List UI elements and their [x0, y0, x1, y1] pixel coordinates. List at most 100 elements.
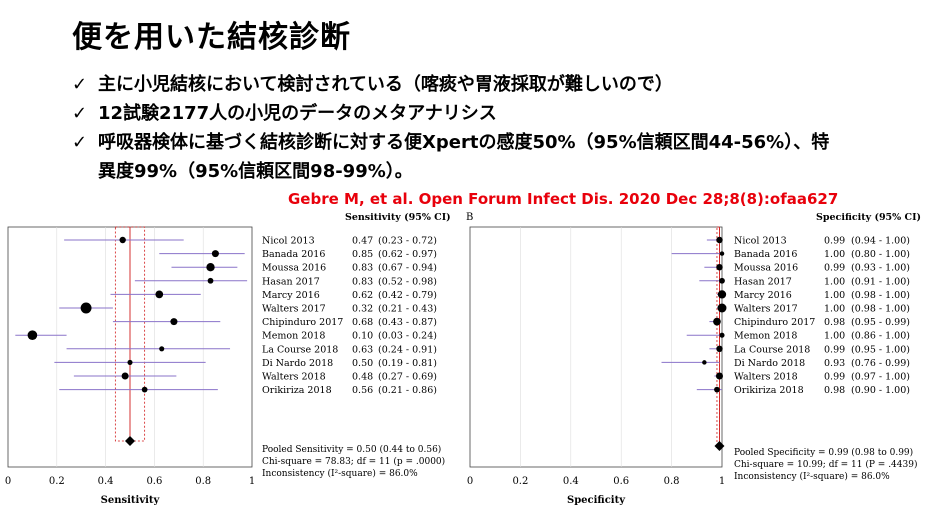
study-name: Memon 2018 [262, 331, 325, 342]
study-ci: (0.90 - 1.00) [851, 385, 910, 396]
study-estimate: 0.47 [352, 236, 373, 247]
bullet-item: ✓ 呼吸器検体に基づく結核診断に対する便Xpertの感度50%（95%信頼区間4… [72, 128, 832, 186]
bullet-text: 12試験2177人の小児のデータのメタアナリシス [98, 103, 497, 124]
study-estimate: 0.98 [824, 317, 845, 328]
study-point [159, 346, 165, 352]
study-name: La Course 2018 [734, 344, 810, 355]
study-point [713, 317, 721, 326]
study-ci: (0.23 - 0.72) [378, 236, 437, 247]
study-point [141, 386, 148, 393]
study-name: Di Nardo 2018 [734, 358, 805, 369]
study-name: Walters 2017 [734, 304, 798, 315]
sensitivity-forest-plot: 0 0.2 0.4 0.6 0.8 1 Sensitivity Sensitivity (95… [5, 212, 450, 506]
study-estimate: 0.62 [352, 290, 373, 301]
study-ci: (0.21 - 0.43) [378, 304, 437, 315]
study-estimate: 0.56 [352, 385, 373, 396]
study-point [719, 332, 725, 338]
study-estimate: 0.83 [352, 276, 373, 287]
bullet-text: 主に小児結核において検討されている（喀痰や胃液採取が難しいので） [98, 74, 673, 95]
study-name: Memon 2018 [734, 331, 797, 342]
x-tick-label: 1 [719, 476, 725, 487]
study-point [716, 236, 723, 244]
study-ci: (0.03 - 0.24) [378, 331, 437, 342]
study-name: Di Nardo 2018 [262, 358, 333, 369]
x-tick-label: 0 [5, 476, 11, 487]
study-name: Orikiriza 2018 [262, 385, 332, 396]
summary-line: Inconsistency (I²-square) = 86.0% [262, 468, 418, 479]
bullet-item: ✓ 12試験2177人の小児のデータのメタアナリシス [72, 99, 832, 128]
study-name: Banada 2016 [262, 249, 325, 260]
study-ci: (0.98 - 1.00) [851, 304, 910, 315]
x-tick-label: 0.2 [512, 476, 528, 487]
study-name: Walters 2017 [262, 304, 326, 315]
study-ci: (0.27 - 0.69) [378, 372, 437, 383]
study-ci: (0.86 - 1.00) [851, 331, 910, 342]
x-axis-label: Specificity [567, 495, 626, 506]
x-axis-label: Sensitivity [101, 495, 161, 506]
study-name: La Course 2018 [262, 344, 338, 355]
x-tick-label: 0 [467, 476, 473, 487]
study-estimate: 1.00 [824, 290, 845, 301]
study-point [716, 264, 723, 271]
x-tick-label: 1 [249, 476, 255, 487]
study-point [207, 277, 214, 284]
study-point [717, 303, 727, 313]
study-estimate: 1.00 [824, 276, 845, 287]
study-name: Nicol 2013 [734, 236, 787, 247]
summary-line: Pooled Specificity = 0.99 (0.98 to 0.99) [734, 447, 913, 458]
study-point [715, 372, 723, 380]
plot-frame [469, 226, 723, 468]
study-name: Nicol 2013 [262, 236, 315, 247]
study-name: Chipinduro 2017 [734, 317, 815, 328]
summary-line: Chi-square = 78.83; df = 11 (p = .0000) [262, 456, 445, 467]
summary-line: Inconsistency (I²-square) = 86.0% [734, 471, 890, 482]
study-name: Walters 2018 [734, 372, 798, 383]
specificity-forest-plot: 0 0.2 0.4 0.6 0.8 1 Specificity Specificity (95… [466, 212, 921, 506]
check-mark-icon: ✓ [72, 103, 88, 124]
check-mark-icon: ✓ [72, 132, 88, 153]
study-ci: (0.91 - 1.00) [851, 276, 910, 287]
x-tick-label: 0.8 [664, 476, 680, 487]
study-ci: (0.95 - 1.00) [851, 344, 910, 355]
study-estimate: 0.48 [352, 372, 373, 383]
study-estimate: 0.99 [824, 344, 845, 355]
study-name: Banada 2016 [734, 249, 797, 260]
study-point [716, 345, 723, 352]
study-estimate: 0.85 [352, 249, 373, 260]
study-estimate: 1.00 [824, 331, 845, 342]
study-ci: (0.93 - 1.00) [851, 263, 910, 274]
study-point [714, 386, 720, 393]
study-point [121, 372, 129, 380]
study-estimate: 0.93 [824, 358, 845, 369]
study-name: Hasan 2017 [734, 276, 792, 287]
study-estimate: 1.00 [824, 249, 845, 260]
study-ci: (0.19 - 0.81) [378, 358, 437, 369]
study-point [127, 359, 133, 365]
x-tick-label: 0.6 [613, 476, 629, 487]
check-mark-icon: ✓ [72, 74, 88, 95]
study-name: Walters 2018 [262, 372, 326, 383]
study-point [80, 302, 92, 314]
study-ci: (0.98 - 1.00) [851, 290, 910, 301]
study-ci: (0.52 - 0.98) [378, 276, 437, 287]
x-tick-label: 0.2 [49, 476, 65, 487]
bullet-text: 呼吸器検体に基づく結核診断に対する便Xpertの感度50%（95%信頼区間44-… [98, 132, 830, 182]
study-ci: (0.95 - 0.99) [851, 317, 910, 328]
study-point [211, 250, 219, 258]
summary-line: Chi-square = 10.99; df = 11 (P = .4439) [734, 459, 917, 470]
study-estimate: 0.32 [352, 304, 373, 315]
study-point [119, 236, 126, 244]
study-name: Marcy 2016 [734, 290, 792, 301]
study-name: Hasan 2017 [262, 276, 320, 287]
study-ci: (0.42 - 0.79) [378, 290, 437, 301]
panel-label: B [466, 212, 473, 223]
study-ci: (0.62 - 0.97) [378, 249, 437, 260]
study-estimate: 0.63 [352, 344, 373, 355]
column-header: Specificity (95% CI) [816, 212, 921, 223]
pooled-diamond [125, 436, 135, 446]
study-ci: (0.43 - 0.87) [378, 317, 437, 328]
pooled-diamond [714, 441, 725, 451]
study-ci: (0.97 - 1.00) [851, 372, 910, 383]
study-name: Moussa 2016 [262, 263, 326, 274]
study-estimate: 0.50 [352, 358, 373, 369]
